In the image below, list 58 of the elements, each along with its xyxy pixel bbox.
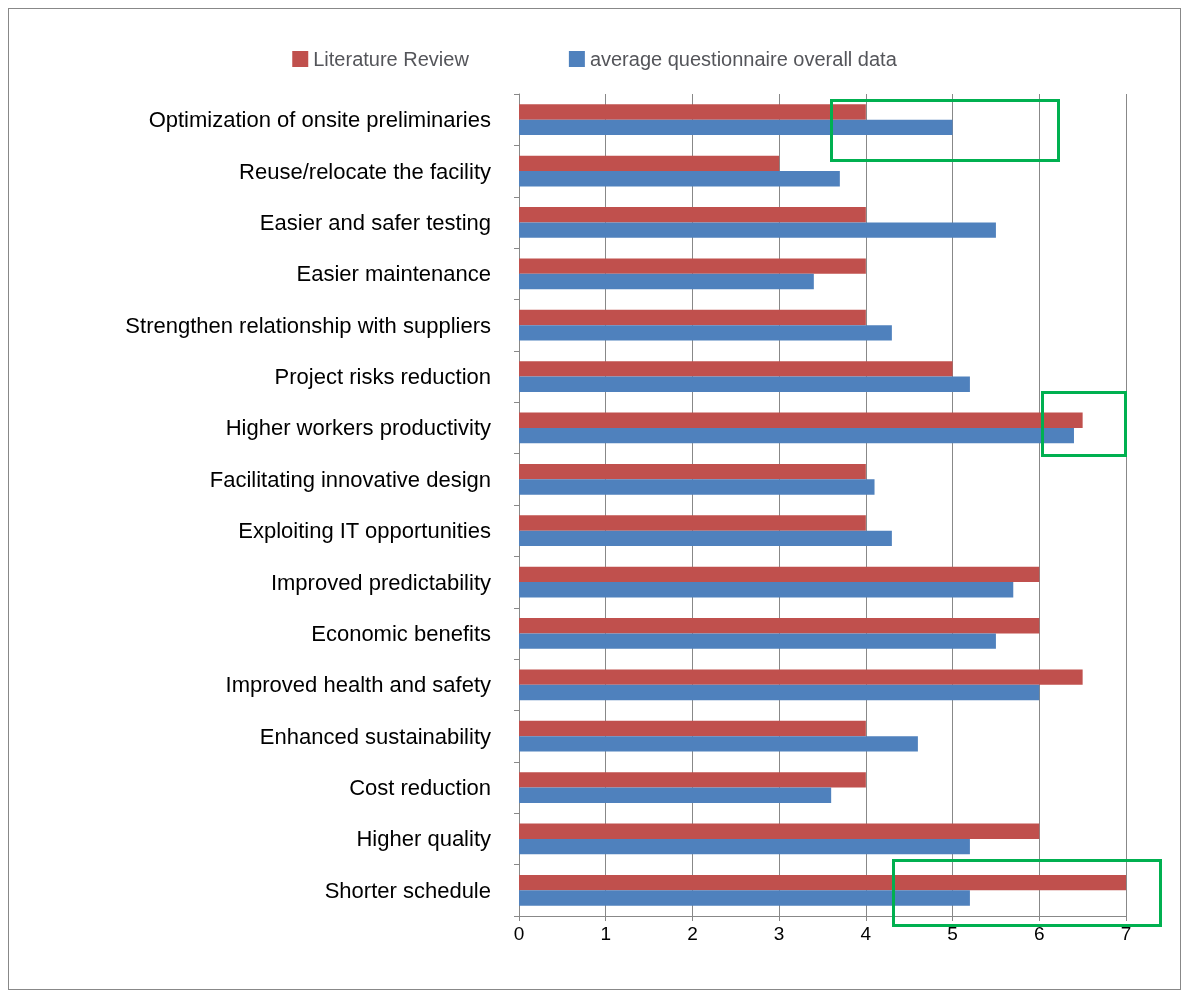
y-tick-label: Optimization of onsite preliminaries xyxy=(148,107,491,133)
x-tick-label: 3 xyxy=(773,923,785,944)
y-tick-label: Reuse/relocate the facility xyxy=(239,158,491,184)
y-tick-label: Easier and safer testing xyxy=(259,209,491,235)
bar xyxy=(519,412,1083,428)
x-tick-label: 0 xyxy=(513,923,525,944)
y-tick-label: Easier maintenance xyxy=(296,261,491,287)
bar xyxy=(519,618,1040,634)
bar xyxy=(519,361,953,377)
y-tick-label: Shorter schedule xyxy=(324,877,491,903)
y-tick-label: Facilitating innovative design xyxy=(209,466,491,492)
bar xyxy=(519,171,840,187)
bar xyxy=(519,582,1014,598)
y-tick-label: Economic benefits xyxy=(311,620,491,646)
bar xyxy=(519,890,970,906)
bar xyxy=(519,787,832,803)
bar xyxy=(519,258,866,274)
y-tick-label: Exploiting IT opportunities xyxy=(238,518,491,544)
bar xyxy=(519,684,1040,701)
bar xyxy=(519,838,970,855)
bar xyxy=(519,119,953,136)
bar xyxy=(519,155,780,172)
bar xyxy=(519,874,1126,891)
x-tick-label: 7 xyxy=(1120,923,1132,944)
x-tick-label: 6 xyxy=(1034,923,1045,944)
bar xyxy=(519,736,918,752)
bar xyxy=(519,222,996,238)
y-tick-label: Improved health and safety xyxy=(225,672,491,698)
legend-label: Literature Review xyxy=(313,48,470,70)
y-tick-label: Enhanced sustainability xyxy=(259,723,491,749)
bar xyxy=(519,463,866,480)
bar xyxy=(519,566,1040,583)
bar xyxy=(519,325,892,341)
bar xyxy=(519,104,866,120)
y-tick-label: Improved predictability xyxy=(270,569,491,595)
bar xyxy=(519,823,1040,839)
bar xyxy=(519,720,866,737)
bar xyxy=(519,515,866,531)
bar xyxy=(519,273,814,290)
bar xyxy=(519,479,875,495)
bar xyxy=(519,427,1074,444)
x-tick-label: 4 xyxy=(860,923,872,944)
y-tick-label: Cost reduction xyxy=(349,775,491,801)
bar xyxy=(519,376,970,392)
x-tick-label: 5 xyxy=(947,923,958,944)
bar xyxy=(519,309,866,326)
bar xyxy=(519,633,996,649)
bar xyxy=(519,772,866,788)
y-tick-label: Strengthen relationship with suppliers xyxy=(125,312,491,338)
x-tick-label: 2 xyxy=(687,923,698,944)
y-tick-label: Higher workers productivity xyxy=(225,415,491,441)
legend-label: average questionnaire overall data xyxy=(589,48,898,70)
bar xyxy=(519,530,892,547)
y-tick-label: Project risks reduction xyxy=(274,364,491,390)
bar xyxy=(519,669,1083,685)
x-tick-label: 1 xyxy=(600,923,611,944)
bar xyxy=(519,207,866,223)
y-tick-label: Higher quality xyxy=(356,826,491,852)
